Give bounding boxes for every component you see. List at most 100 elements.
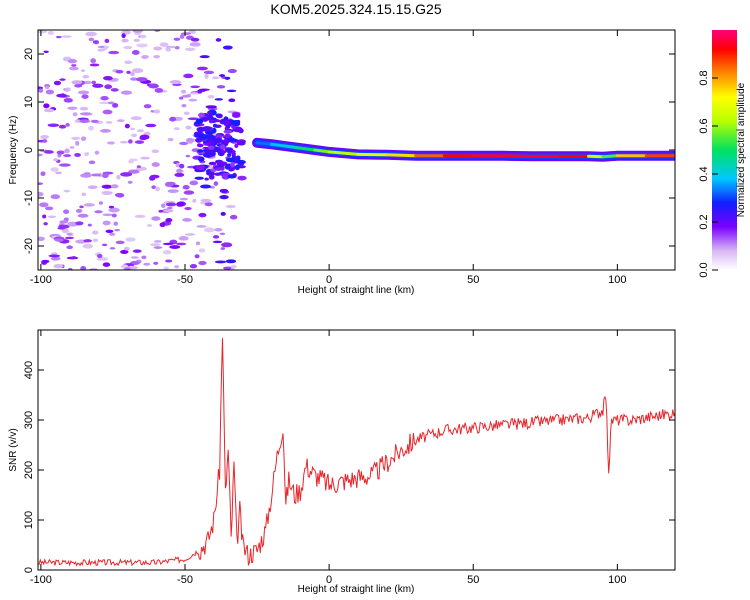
spectrogram-noise-cell: [200, 198, 212, 203]
spectrogram-noise-cell: [176, 168, 183, 174]
spectrogram-noise-cell: [96, 254, 103, 259]
spectrogram-noise-cell: [130, 71, 135, 77]
spectrogram-cluster-cell: [197, 143, 204, 148]
spectrogram-noise-cell: [165, 47, 171, 52]
snr-axes: -100 -50 0 50 100 0 100 200 300 400: [23, 330, 675, 586]
spectrogram-noise-cell: [100, 95, 109, 101]
spectrogram-cluster-cell: [234, 164, 240, 171]
spectrogram-noise-cell: [80, 136, 87, 141]
colorbar-label: Normalized spectral amplitude: [736, 82, 747, 217]
spectrogram-noise-cell: [110, 184, 119, 189]
spectrogram-noise-cell: [85, 31, 97, 37]
spectrogram-noise-cell: [59, 220, 69, 224]
spectrogram-noise-cell: [88, 37, 94, 42]
spectrogram-noise-cell: [204, 73, 209, 79]
spectrogram-cluster-cell: [231, 113, 241, 118]
spectrogram-noise-cell: [229, 214, 238, 220]
spectrogram-ridge-segment: [327, 150, 360, 156]
spectrogram-noise-cell: [167, 206, 173, 210]
spectrogram-noise-cell: [189, 180, 199, 186]
spectrogram-noise-cell: [53, 158, 58, 162]
spectrogram-noise-cell: [121, 33, 126, 39]
spectrogram-noise-cell: [92, 238, 99, 243]
snr-series-line: [38, 338, 675, 567]
spectrogram-noise-cell: [91, 80, 97, 85]
colorbar-tick-label: 0.8: [698, 70, 710, 85]
spectrogram-noise-cell: [88, 125, 95, 131]
spectrogram-noise-cell: [82, 80, 92, 85]
spectrogram-cluster-cell: [227, 174, 237, 179]
spectrogram-noise-cell: [189, 92, 199, 95]
snr-xtick-label: -100: [30, 574, 52, 586]
snr-ytick-label: 0: [23, 567, 35, 573]
spectrogram-noise-cell: [173, 127, 180, 131]
spectrogram-ytick-label: 10: [23, 96, 35, 108]
spectrogram-noise-cell: [63, 97, 73, 103]
spectrogram-noise-cell: [226, 89, 237, 93]
spectrogram-cluster-cell: [224, 120, 230, 126]
spectrogram-noise-cell: [79, 112, 92, 116]
spectrogram-noise-cell: [219, 74, 226, 77]
spectrogram-noise-cell: [180, 32, 192, 35]
spectrogram-noise-cell: [190, 85, 200, 89]
spectrogram-noise-cell: [196, 225, 207, 228]
spectrogram-noise-cell: [220, 211, 226, 216]
spectrogram-noise-cell: [141, 54, 149, 60]
spectrogram-noise-cell: [75, 208, 83, 213]
spectrogram-noise-cell: [43, 103, 50, 109]
spectrogram-noise-cell: [120, 172, 133, 177]
spectrogram-noise-cell: [102, 173, 109, 179]
spectrogram-noise-cell: [45, 85, 50, 90]
spectrogram-noise-cell: [220, 247, 226, 250]
spectrogram-noise-cell: [151, 149, 160, 154]
spectrogram-noise-cell: [203, 70, 215, 75]
spectrogram-noise-cell: [45, 89, 55, 95]
spectrogram-cluster-cell: [202, 125, 212, 132]
spectrogram-noise-cell: [84, 152, 90, 157]
spectrogram-noise-cell: [74, 153, 81, 157]
spectrogram-noise-cell: [101, 243, 108, 247]
spectrogram-noise-cell: [77, 213, 89, 218]
spectrogram-noise-cell: [181, 94, 192, 98]
spectrogram-noise-cell: [74, 119, 82, 123]
spectrogram-noise-cell: [110, 88, 119, 92]
spectrogram-ytick-label: -20: [23, 238, 35, 254]
spectrogram-noise-cell: [90, 119, 99, 123]
spectrogram-noise-cell: [39, 202, 49, 208]
spectrogram-noise-cell: [47, 215, 56, 218]
spectrogram-noise-cell: [43, 150, 54, 154]
spectrogram-noise-cell: [214, 260, 227, 264]
spectrogram-noise-cell: [130, 116, 142, 121]
spectrogram-cluster-cell: [221, 150, 227, 154]
spectrogram-noise-cell: [143, 262, 151, 266]
spectrogram-noise-cell: [53, 264, 64, 269]
spectrogram-noise-cell: [139, 134, 150, 140]
spectrogram-noise-cell: [38, 153, 43, 157]
spectrogram-noise-cell: [227, 69, 237, 74]
spectrogram-noise-cell: [212, 240, 223, 244]
spectrogram-noise-cell: [165, 259, 173, 263]
spectrogram-noise-cell: [141, 255, 147, 260]
spectrogram-cluster-cell: [212, 123, 218, 128]
spectrogram-cluster-cell: [195, 137, 203, 143]
snr-xtick-label: -50: [177, 574, 193, 586]
spectrogram-noise-cell: [74, 83, 83, 88]
spectrogram-ridge-segment: [284, 144, 302, 150]
spectrogram-noise-cell: [63, 189, 71, 193]
spectrogram-noise-cell: [123, 45, 133, 50]
spectrogram-noise-cell: [64, 87, 69, 92]
spectrogram-noise-cell: [43, 108, 55, 113]
spectrogram-noise-cell: [162, 249, 172, 255]
spectrogram-noise-cell: [165, 218, 173, 223]
snr-xtick-label: 100: [608, 574, 626, 586]
spectrogram-noise-cell: [108, 205, 115, 209]
spectrogram-noise-cell: [189, 263, 198, 269]
spectrogram-noise-cell: [104, 38, 110, 44]
spectrogram-noise-cell: [176, 242, 187, 246]
spectrogram-noise-cell: [219, 232, 226, 236]
spectrogram-noise-cell: [82, 74, 90, 79]
spectrogram-xtick-label: 100: [608, 274, 626, 286]
spectrogram-noise-cell: [96, 257, 109, 261]
spectrogram-noise-cell: [214, 98, 223, 101]
spectrogram-noise-cell: [135, 77, 148, 82]
